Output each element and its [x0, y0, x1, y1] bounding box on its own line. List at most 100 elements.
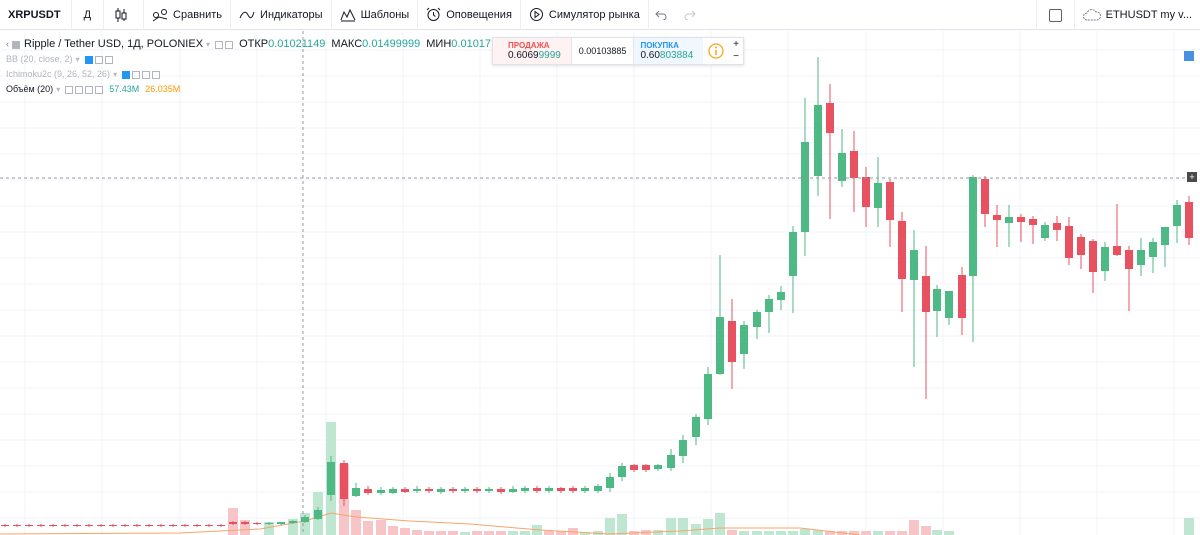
dropdown-icon[interactable]: ▾ — [113, 70, 118, 79]
watchlist-button[interactable]: ETHUSDT my v... — [1075, 0, 1200, 30]
templates-button[interactable]: Шаблоны — [332, 0, 419, 30]
chart-style-button[interactable] — [104, 0, 145, 30]
volume-bar — [460, 532, 470, 535]
settings-icon[interactable] — [75, 85, 84, 94]
alerts-button[interactable]: Оповещения — [418, 0, 521, 30]
minus-icon[interactable]: − — [733, 51, 739, 62]
candle-body — [133, 525, 141, 526]
buy-button[interactable]: ПОКУПКА 0.60803884 — [633, 38, 704, 64]
redo-button[interactable] — [678, 0, 707, 30]
candle-body — [642, 465, 650, 470]
interval-button[interactable]: Д — [72, 0, 105, 30]
volume-bar — [909, 520, 919, 535]
volume-bar — [484, 531, 494, 535]
high-label: МАКС — [331, 38, 363, 50]
volume-bar — [520, 531, 530, 535]
volume-bar — [813, 530, 823, 535]
symbol-search-button[interactable]: XRPUSDT — [0, 0, 72, 30]
candle-body — [777, 292, 785, 300]
dropdown-icon[interactable]: ▾ — [75, 55, 80, 64]
indicators-button[interactable]: Индикаторы — [231, 0, 332, 30]
candle-body — [145, 525, 153, 526]
candle-body — [898, 221, 906, 279]
volume-bar — [776, 531, 786, 535]
volume-bar — [508, 531, 518, 535]
candle-body — [509, 489, 517, 492]
candle-body — [461, 489, 469, 491]
series-title[interactable]: Ripple / Tether USD, 1Д, POLONIEX — [24, 38, 204, 50]
dropdown-icon[interactable]: ▾ — [206, 40, 211, 49]
sell-button[interactable]: ПРОДАЖА 0.60699999 — [493, 38, 572, 64]
open-label: ОТКР — [239, 38, 269, 50]
add-order-icon[interactable]: + — [1187, 172, 1197, 182]
candle-body — [606, 477, 614, 488]
candle-body — [364, 489, 372, 493]
settings-icon[interactable] — [94, 55, 103, 64]
sell-price-main: 0.6069 — [508, 50, 539, 61]
compare-button[interactable]: Сравнить — [144, 0, 232, 30]
high-value: 0.01499999 — [362, 38, 421, 50]
candle-body — [1029, 219, 1037, 225]
candle-body — [340, 463, 348, 499]
compare-label: Сравнить — [173, 8, 223, 21]
candle-body — [557, 488, 565, 491]
volume-bar — [849, 531, 859, 535]
volume-bar — [376, 520, 386, 535]
candle-body — [993, 215, 1001, 220]
undo-button[interactable] — [649, 0, 678, 30]
more-icon[interactable] — [142, 70, 151, 79]
close-icon[interactable] — [104, 55, 113, 64]
candle-body — [533, 488, 541, 491]
candle-body — [569, 488, 577, 491]
candle-body — [886, 182, 894, 220]
bb-label[interactable]: BB (20, close, 2) — [6, 54, 73, 64]
candle-body — [704, 374, 712, 419]
chart-pane[interactable] — [0, 31, 1200, 535]
close-icon[interactable] — [152, 70, 161, 79]
candle-body — [922, 276, 930, 312]
visibility-icon[interactable] — [84, 55, 93, 64]
candle-body — [193, 525, 201, 526]
price-chart[interactable] — [0, 31, 1200, 535]
volume-value: 57.43M — [109, 84, 140, 94]
templates-icon — [340, 8, 356, 21]
volume-label[interactable]: Объём (20) — [6, 84, 54, 94]
dropdown-icon[interactable]: ▾ — [56, 85, 61, 94]
alarm-clock-icon — [426, 7, 441, 21]
volume-bar — [400, 528, 410, 535]
close-icon[interactable] — [95, 85, 104, 94]
candle-body — [801, 142, 809, 232]
candle-body — [229, 522, 237, 524]
sell-label: ПРОДАЖА — [508, 41, 550, 50]
volume-bar — [605, 518, 615, 535]
replay-icon — [529, 8, 543, 21]
volume-bar — [240, 520, 250, 535]
candle-body — [814, 105, 822, 176]
plus-icon[interactable]: + — [733, 39, 739, 50]
info-button[interactable] — [703, 38, 729, 64]
close-icon[interactable] — [225, 40, 234, 49]
candle-body — [157, 525, 165, 526]
replay-button[interactable]: Симулятор рынка — [521, 0, 649, 30]
redo-icon — [684, 10, 696, 20]
visibility-icon[interactable] — [65, 85, 74, 94]
layout-checkbox[interactable] — [1048, 8, 1062, 22]
candle-body — [850, 151, 858, 178]
settings-icon[interactable] — [132, 70, 141, 79]
chart-legend: ‹ Ripple / Tether USD, 1Д, POLONIEX ▾ ОТ… — [6, 37, 491, 97]
scroll-to-latest-icon[interactable] — [1184, 51, 1194, 61]
settings-icon[interactable] — [215, 40, 224, 49]
candle-body — [581, 488, 589, 491]
candles-icon — [115, 7, 127, 22]
candle-body — [181, 525, 189, 526]
collapse-arrow-icon[interactable]: ‹ — [6, 39, 9, 49]
ichimoku-label[interactable]: Ichimoku2c (9, 26, 52, 26) — [6, 69, 111, 79]
more-icon[interactable] — [85, 85, 94, 94]
volume-bar — [752, 531, 762, 535]
volume-bar — [932, 530, 942, 535]
visibility-icon[interactable] — [122, 70, 131, 79]
alerts-label: Оповещения — [446, 8, 512, 21]
sell-price-tail: 9999 — [538, 50, 561, 61]
volume-ma-value: 26.035M — [145, 84, 181, 94]
candle-body — [1053, 223, 1061, 230]
